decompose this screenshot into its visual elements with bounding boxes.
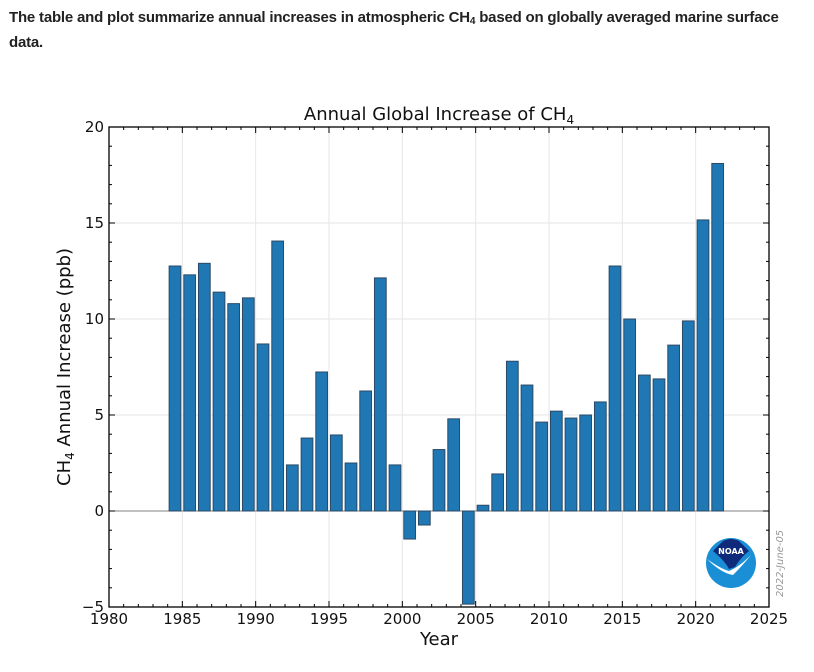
- bar: [505, 360, 519, 512]
- x-tick-label: 1985: [163, 610, 201, 628]
- bar: [447, 418, 461, 512]
- noaa-logo: NOAA: [706, 538, 756, 588]
- bar: [711, 162, 725, 512]
- plot-frame: [108, 126, 770, 608]
- y-tick-label: −5: [82, 598, 104, 616]
- bar: [373, 277, 387, 512]
- bar: [271, 240, 285, 512]
- chart-title: Annual Global Increase of CH4: [304, 104, 574, 127]
- bar: [608, 265, 622, 512]
- x-axis-title: Year: [419, 629, 459, 650]
- x-tick-label: 1990: [237, 610, 275, 628]
- y-tick-label: 20: [85, 118, 104, 136]
- bar: [417, 510, 431, 526]
- bar: [652, 378, 666, 512]
- x-tick-label: 2005: [457, 610, 495, 628]
- bar: [476, 504, 490, 512]
- bar: [285, 464, 299, 512]
- bar: [403, 510, 417, 540]
- bar: [681, 320, 695, 512]
- bar: [696, 219, 710, 512]
- bar: [183, 274, 197, 512]
- noaa-logo-text: NOAA: [718, 547, 744, 556]
- x-tick-label: 2010: [530, 610, 568, 628]
- bar: [520, 384, 534, 512]
- bar: [432, 449, 446, 512]
- y-tick-label: 5: [94, 406, 104, 424]
- bar: [564, 417, 578, 512]
- x-tick-label: 2015: [603, 610, 641, 628]
- bar: [256, 343, 270, 512]
- intro-text-part: The table and plot summarize annual incr…: [9, 9, 470, 26]
- bar: [623, 318, 637, 512]
- x-tick-labels: 1980 1985 1990 1995 2000 2005 2010 2015 2020 2025: [90, 610, 788, 628]
- bar: [212, 291, 226, 512]
- bar: [388, 464, 402, 512]
- bar: [344, 462, 358, 512]
- bar: [315, 371, 329, 512]
- bar: [241, 297, 255, 512]
- bar: [329, 434, 343, 512]
- bar: [197, 262, 211, 512]
- bar: [593, 401, 607, 512]
- intro-text: The table and plot summarize annual incr…: [9, 5, 809, 55]
- x-tick-label: 2000: [383, 610, 421, 628]
- axis-ticks: [108, 126, 770, 608]
- bar: [168, 265, 182, 512]
- bar: [637, 374, 651, 512]
- bar: [535, 421, 549, 512]
- x-tick-label: 1995: [310, 610, 348, 628]
- bar: [300, 437, 314, 512]
- bar: [227, 303, 241, 512]
- bar: [579, 414, 593, 512]
- bar: [667, 344, 681, 512]
- bars: [168, 162, 725, 605]
- noaa-logo-bird: [707, 555, 751, 575]
- y-tick-label: 0: [94, 502, 104, 520]
- date-stamp: 2022-June-05: [775, 530, 786, 597]
- y-tick-labels: −5 0 5 10 15 20: [82, 118, 104, 616]
- bar: [359, 390, 373, 512]
- intro-subscript: 4: [469, 16, 476, 27]
- bar: [549, 410, 563, 512]
- noaa-logo-top: [713, 539, 749, 569]
- x-tick-label: 1980: [90, 610, 128, 628]
- bar: [491, 473, 505, 512]
- x-tick-label: 2020: [677, 610, 715, 628]
- y-tick-label: 15: [85, 214, 104, 232]
- bar: [461, 510, 475, 605]
- x-tick-label: 2025: [750, 610, 788, 628]
- y-tick-label: 10: [85, 310, 104, 328]
- y-axis-title: CH4 Annual Increase (ppb): [54, 248, 77, 486]
- intro-text-part: based on globally averaged marine surfac…: [9, 9, 779, 51]
